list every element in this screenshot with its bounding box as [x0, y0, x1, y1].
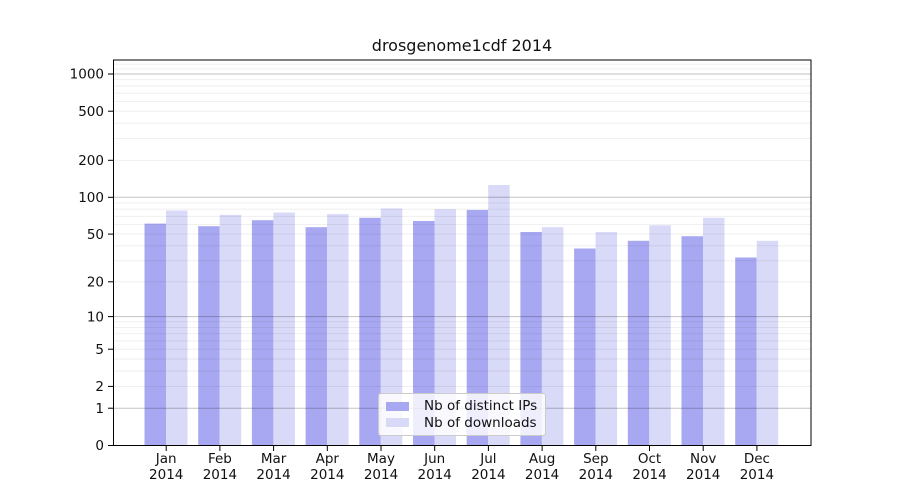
- y-tick-label: 2: [95, 379, 104, 395]
- x-tick-label-year-sep: 2014: [579, 467, 613, 483]
- x-tick-label-month-may: May: [367, 451, 395, 467]
- x-tick-label-month-mar: Mar: [261, 451, 287, 467]
- legend: Nb of distinct IPs Nb of downloads: [378, 393, 546, 436]
- y-tick-label: 5: [95, 342, 104, 358]
- bar-apr-downloads: [327, 214, 349, 446]
- y-tick-label: 50: [87, 227, 104, 243]
- x-tick-label-year-apr: 2014: [310, 467, 344, 483]
- x-tick-label-month-oct: Oct: [638, 451, 661, 467]
- legend-item-distinct-ips: Nb of distinct IPs: [385, 398, 539, 415]
- y-tick-label: 1000: [70, 67, 104, 83]
- x-tick-label-month-nov: Nov: [690, 451, 716, 467]
- y-tick-label: 1: [95, 401, 104, 417]
- x-tick-label-year-may: 2014: [364, 467, 398, 483]
- bar-aug-downloads: [541, 227, 564, 446]
- bar-may-downloads: [380, 208, 403, 446]
- bar-oct-downloads: [649, 225, 671, 446]
- bar-sep-distinct-ips: [574, 248, 596, 446]
- bar-feb-downloads: [219, 214, 242, 446]
- x-tick-label-month-jul: Jul: [479, 451, 496, 467]
- bar-jan-downloads: [166, 210, 188, 446]
- x-tick-label-month-sep: Sep: [583, 451, 608, 467]
- bar-nov-distinct-ips: [681, 236, 703, 446]
- x-tick-label-year-jul: 2014: [471, 467, 505, 483]
- bar-aug-distinct-ips: [520, 232, 542, 446]
- bar-nov-downloads: [703, 217, 725, 446]
- x-tick-label-month-jun: Jun: [423, 451, 445, 467]
- bar-oct-distinct-ips: [627, 240, 650, 446]
- x-tick-label-year-nov: 2014: [686, 467, 720, 483]
- bar-jun-downloads: [434, 209, 456, 446]
- x-tick-label-month-aug: Aug: [529, 451, 555, 467]
- x-tick-label-year-feb: 2014: [203, 467, 237, 483]
- bar-mar-downloads: [273, 212, 295, 446]
- x-tick-label-month-jan: Jan: [155, 451, 177, 467]
- x-tick-label-year-jan: 2014: [149, 467, 183, 483]
- bar-may-distinct-ips: [359, 217, 381, 446]
- legend-label-distinct-ips: Nb of distinct IPs: [424, 398, 538, 415]
- bar-mar-distinct-ips: [251, 220, 274, 446]
- y-tick-label: 100: [78, 190, 104, 206]
- bar-jan-distinct-ips: [144, 223, 166, 446]
- plot-border: [113, 59, 812, 446]
- bar-jul-distinct-ips: [466, 209, 489, 446]
- chart-title: drosgenome1cdf 2014: [371, 36, 553, 55]
- legend-swatch-downloads: [386, 418, 409, 428]
- bar-sep-downloads: [595, 232, 618, 446]
- x-tick-label-year-aug: 2014: [525, 467, 559, 483]
- bar-dec-distinct-ips: [735, 257, 757, 446]
- bar-jun-distinct-ips: [413, 221, 435, 446]
- y-tick-label: 0: [95, 438, 104, 454]
- y-tick-label: 20: [87, 275, 104, 291]
- y-tick-label: 10: [87, 309, 104, 325]
- legend-item-downloads: Nb of downloads: [385, 415, 539, 432]
- y-tick-label: 200: [78, 153, 104, 169]
- y-tick-label: 500: [78, 104, 104, 120]
- x-tick-label-month-feb: Feb: [208, 451, 232, 467]
- x-tick-label-month-apr: Apr: [316, 451, 340, 467]
- bar-dec-downloads: [756, 240, 779, 446]
- bar-jul-downloads: [488, 185, 510, 446]
- x-tick-label-year-jun: 2014: [418, 467, 452, 483]
- x-tick-label-year-oct: 2014: [632, 467, 666, 483]
- x-tick-label-month-dec: Dec: [744, 451, 770, 467]
- bar-feb-distinct-ips: [198, 226, 220, 446]
- legend-swatch-distinct-ips: [386, 401, 409, 411]
- bar-apr-distinct-ips: [305, 227, 328, 446]
- x-tick-label-year-dec: 2014: [740, 467, 774, 483]
- legend-label-downloads: Nb of downloads: [424, 414, 537, 431]
- x-tick-label-year-mar: 2014: [256, 467, 290, 483]
